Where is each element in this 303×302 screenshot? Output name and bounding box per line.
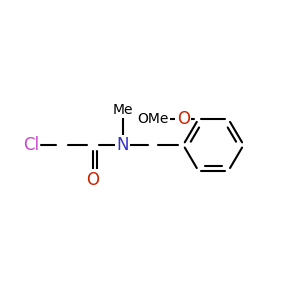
Text: O: O [177, 110, 190, 128]
Text: Cl: Cl [23, 136, 39, 154]
Text: Me: Me [112, 103, 133, 117]
Text: O: O [86, 171, 99, 189]
Text: OMe: OMe [137, 112, 169, 126]
Text: N: N [117, 136, 129, 154]
